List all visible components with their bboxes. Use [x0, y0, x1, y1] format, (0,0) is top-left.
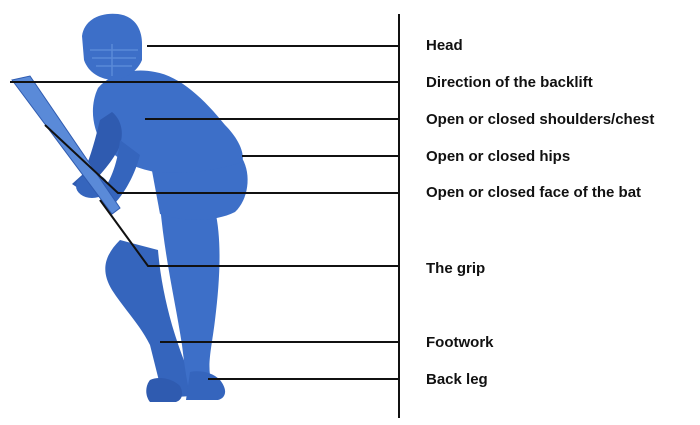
- label-shoulders-chest: Open or closed shoulders/chest: [426, 111, 655, 128]
- leader-line-grip: [99, 199, 399, 267]
- label-head: Head: [426, 37, 463, 54]
- label-grip: The grip: [426, 260, 486, 277]
- label-backlift: Direction of the backlift: [426, 74, 593, 91]
- label-back-leg: Back leg: [426, 371, 488, 388]
- label-hips: Open or closed hips: [426, 148, 571, 165]
- cricket-batsman-silhouette-icon: [11, 13, 248, 402]
- front-shoe-shape: [186, 371, 226, 400]
- back-shoe-shape: [146, 378, 183, 402]
- front-leg-shape: [160, 205, 222, 400]
- helmet-grille-icon: [90, 44, 138, 76]
- label-bat-face: Open or closed face of the bat: [426, 184, 642, 201]
- back-leg-shape: [105, 240, 192, 397]
- label-footwork: Footwork: [426, 334, 494, 351]
- leader-line-bat-face: [44, 124, 399, 194]
- torso-shape: [92, 70, 243, 173]
